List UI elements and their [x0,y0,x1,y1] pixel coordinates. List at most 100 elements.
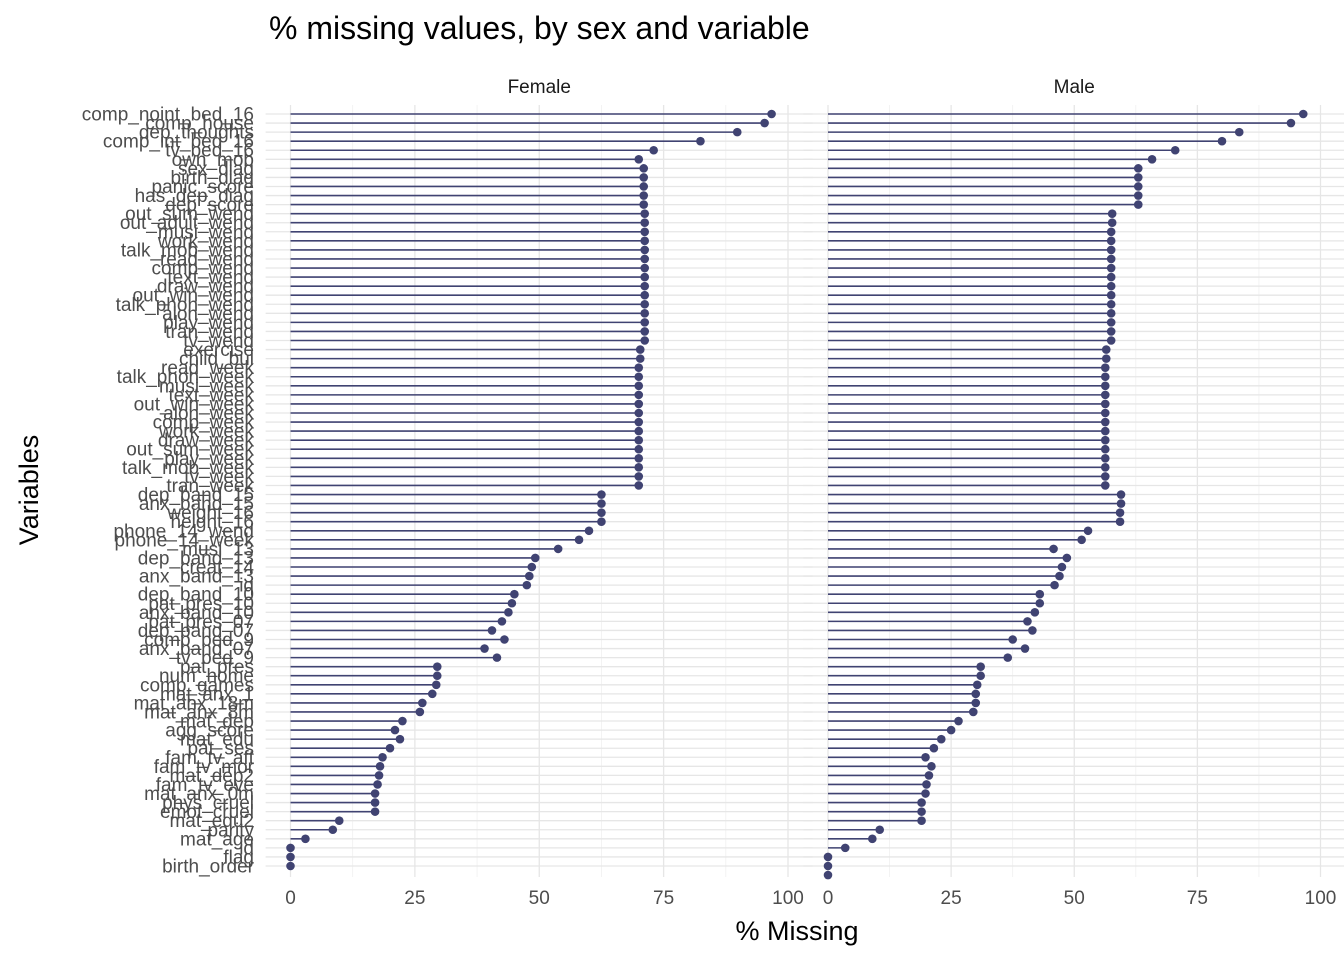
lollipop-point [971,698,981,708]
lollipop-point [1133,164,1143,173]
y-tick-label: phone_14_week [115,530,255,551]
lollipop-point [640,209,650,218]
x-tick-label: 50 [529,888,550,909]
lollipop-point [1147,155,1157,164]
y-tick-label: flag [223,847,254,868]
y-tick-label: talk_phon_wend [116,295,254,316]
lollipop-point [1133,182,1143,191]
lollipop-point [732,127,742,137]
y-tick-label: mat_anx_1 [160,684,254,705]
y-tick-label: comp_bed_9 [144,630,254,651]
lollipop-point [431,680,441,690]
y-tick-label: musi_wend [158,222,254,243]
lollipop-point [972,680,982,690]
lollipop-point [946,725,956,735]
lollipop-point [921,752,930,762]
y-tick-label: tran_week [166,476,254,497]
y-tick-label: iq [239,576,254,597]
y-tick-label: dep_band_10 [138,585,254,606]
y-tick-label: fam_tv_eve [156,775,254,796]
y-tick-label: dep_band_13 [138,548,254,569]
lollipop-point [1028,626,1037,635]
y-tick-label: id [239,838,254,859]
lollipop-point [640,299,650,309]
y-tick-label: num_home [159,666,254,687]
y-tick-label: phys_cruel [162,793,254,814]
y-tick-label: work_week [158,422,255,443]
y-tick-label: anx_band_13 [139,567,254,588]
y-tick-label: pat_ses [187,739,254,760]
lollipop-point [1023,617,1032,626]
lollipop-point [1100,381,1110,391]
lollipop-point [432,671,442,681]
lollipop-point [375,762,385,771]
y-tick-label: musi_week [159,376,255,397]
lollipop-point [634,155,644,164]
lollipop-point [286,843,295,853]
y-tick-label: tv_wend [183,331,254,352]
lollipop-point [1062,553,1072,563]
y-tick-label: mat_dep [180,712,254,733]
lollipop-point [301,834,310,844]
y-tick-label: alon_week [163,403,254,424]
y-tick-label: text_week [168,385,254,406]
y-tick-label: mat_age [180,829,254,850]
lollipop-point [634,435,644,445]
y-tick-label: read_wend [160,249,254,270]
lollipop-point [1116,490,1126,499]
y-tick-label: sex_diag [178,159,254,180]
lollipop-point [378,752,387,762]
y-tick-label: parity [208,820,255,841]
x-tick-label: 100 [772,888,804,909]
lollipop-point [1083,526,1093,536]
y-tick-label: anx_band_15 [139,494,254,515]
panel-strip-label: Female [508,77,571,98]
x-tick-label: 0 [285,888,296,909]
lollipop-point [968,707,978,717]
x-tick-label: 25 [941,888,962,909]
lollipop-point [840,843,850,853]
y-tick-label: height_16 [171,512,254,533]
lollipop-point [500,635,509,644]
lollipop-point [1106,299,1116,309]
lollipop-point [634,463,644,472]
lollipop-point [286,852,295,862]
lollipop-point [635,354,645,363]
lollipop-point [553,544,563,554]
lollipop-point [1100,426,1110,436]
lollipop-point [1100,363,1110,372]
lollipop-point [1100,453,1110,463]
y-tick-label: dep_band_15 [138,485,254,506]
y-tick-label: read_week [161,358,254,379]
y-tick-label: out_sum_week [126,440,254,461]
lollipop-point [640,218,650,228]
lollipop-point [823,861,833,871]
y-tick-label: play_wend [163,313,254,334]
lollipop-point [640,236,650,246]
y-tick-label: out_win_week [134,394,255,415]
y-tick-label: mat_dep2 [169,766,254,787]
lollipop-point [639,200,649,209]
lollipop-point [1298,109,1308,119]
lollipop-point [1035,589,1045,599]
y-tick-label: out_sum_wend [125,204,254,225]
lollipop-point [640,245,650,255]
lollipop-point [696,136,705,146]
lollipop-point [597,508,606,517]
lollipop-point [929,743,939,753]
lollipop-point [927,762,936,771]
lollipop-point [917,816,926,825]
x-tick-label: 75 [653,888,674,909]
x-tick-label: 25 [404,888,425,909]
lollipop-point [1133,173,1143,182]
y-tick-label: tv_bed_16 [165,141,254,162]
y-tick-label: comp_games [140,675,254,696]
lollipop-point [1057,562,1067,572]
lollipop-point [1008,635,1017,644]
y-tick-label: alon_wend [162,304,254,325]
panel-strip-label: Male [1054,77,1095,98]
y-tick-label: talk_mob_wend [121,240,254,261]
lollipop-point [634,399,644,409]
lollipop-point [1106,245,1116,255]
lollipop-point [1100,408,1110,418]
